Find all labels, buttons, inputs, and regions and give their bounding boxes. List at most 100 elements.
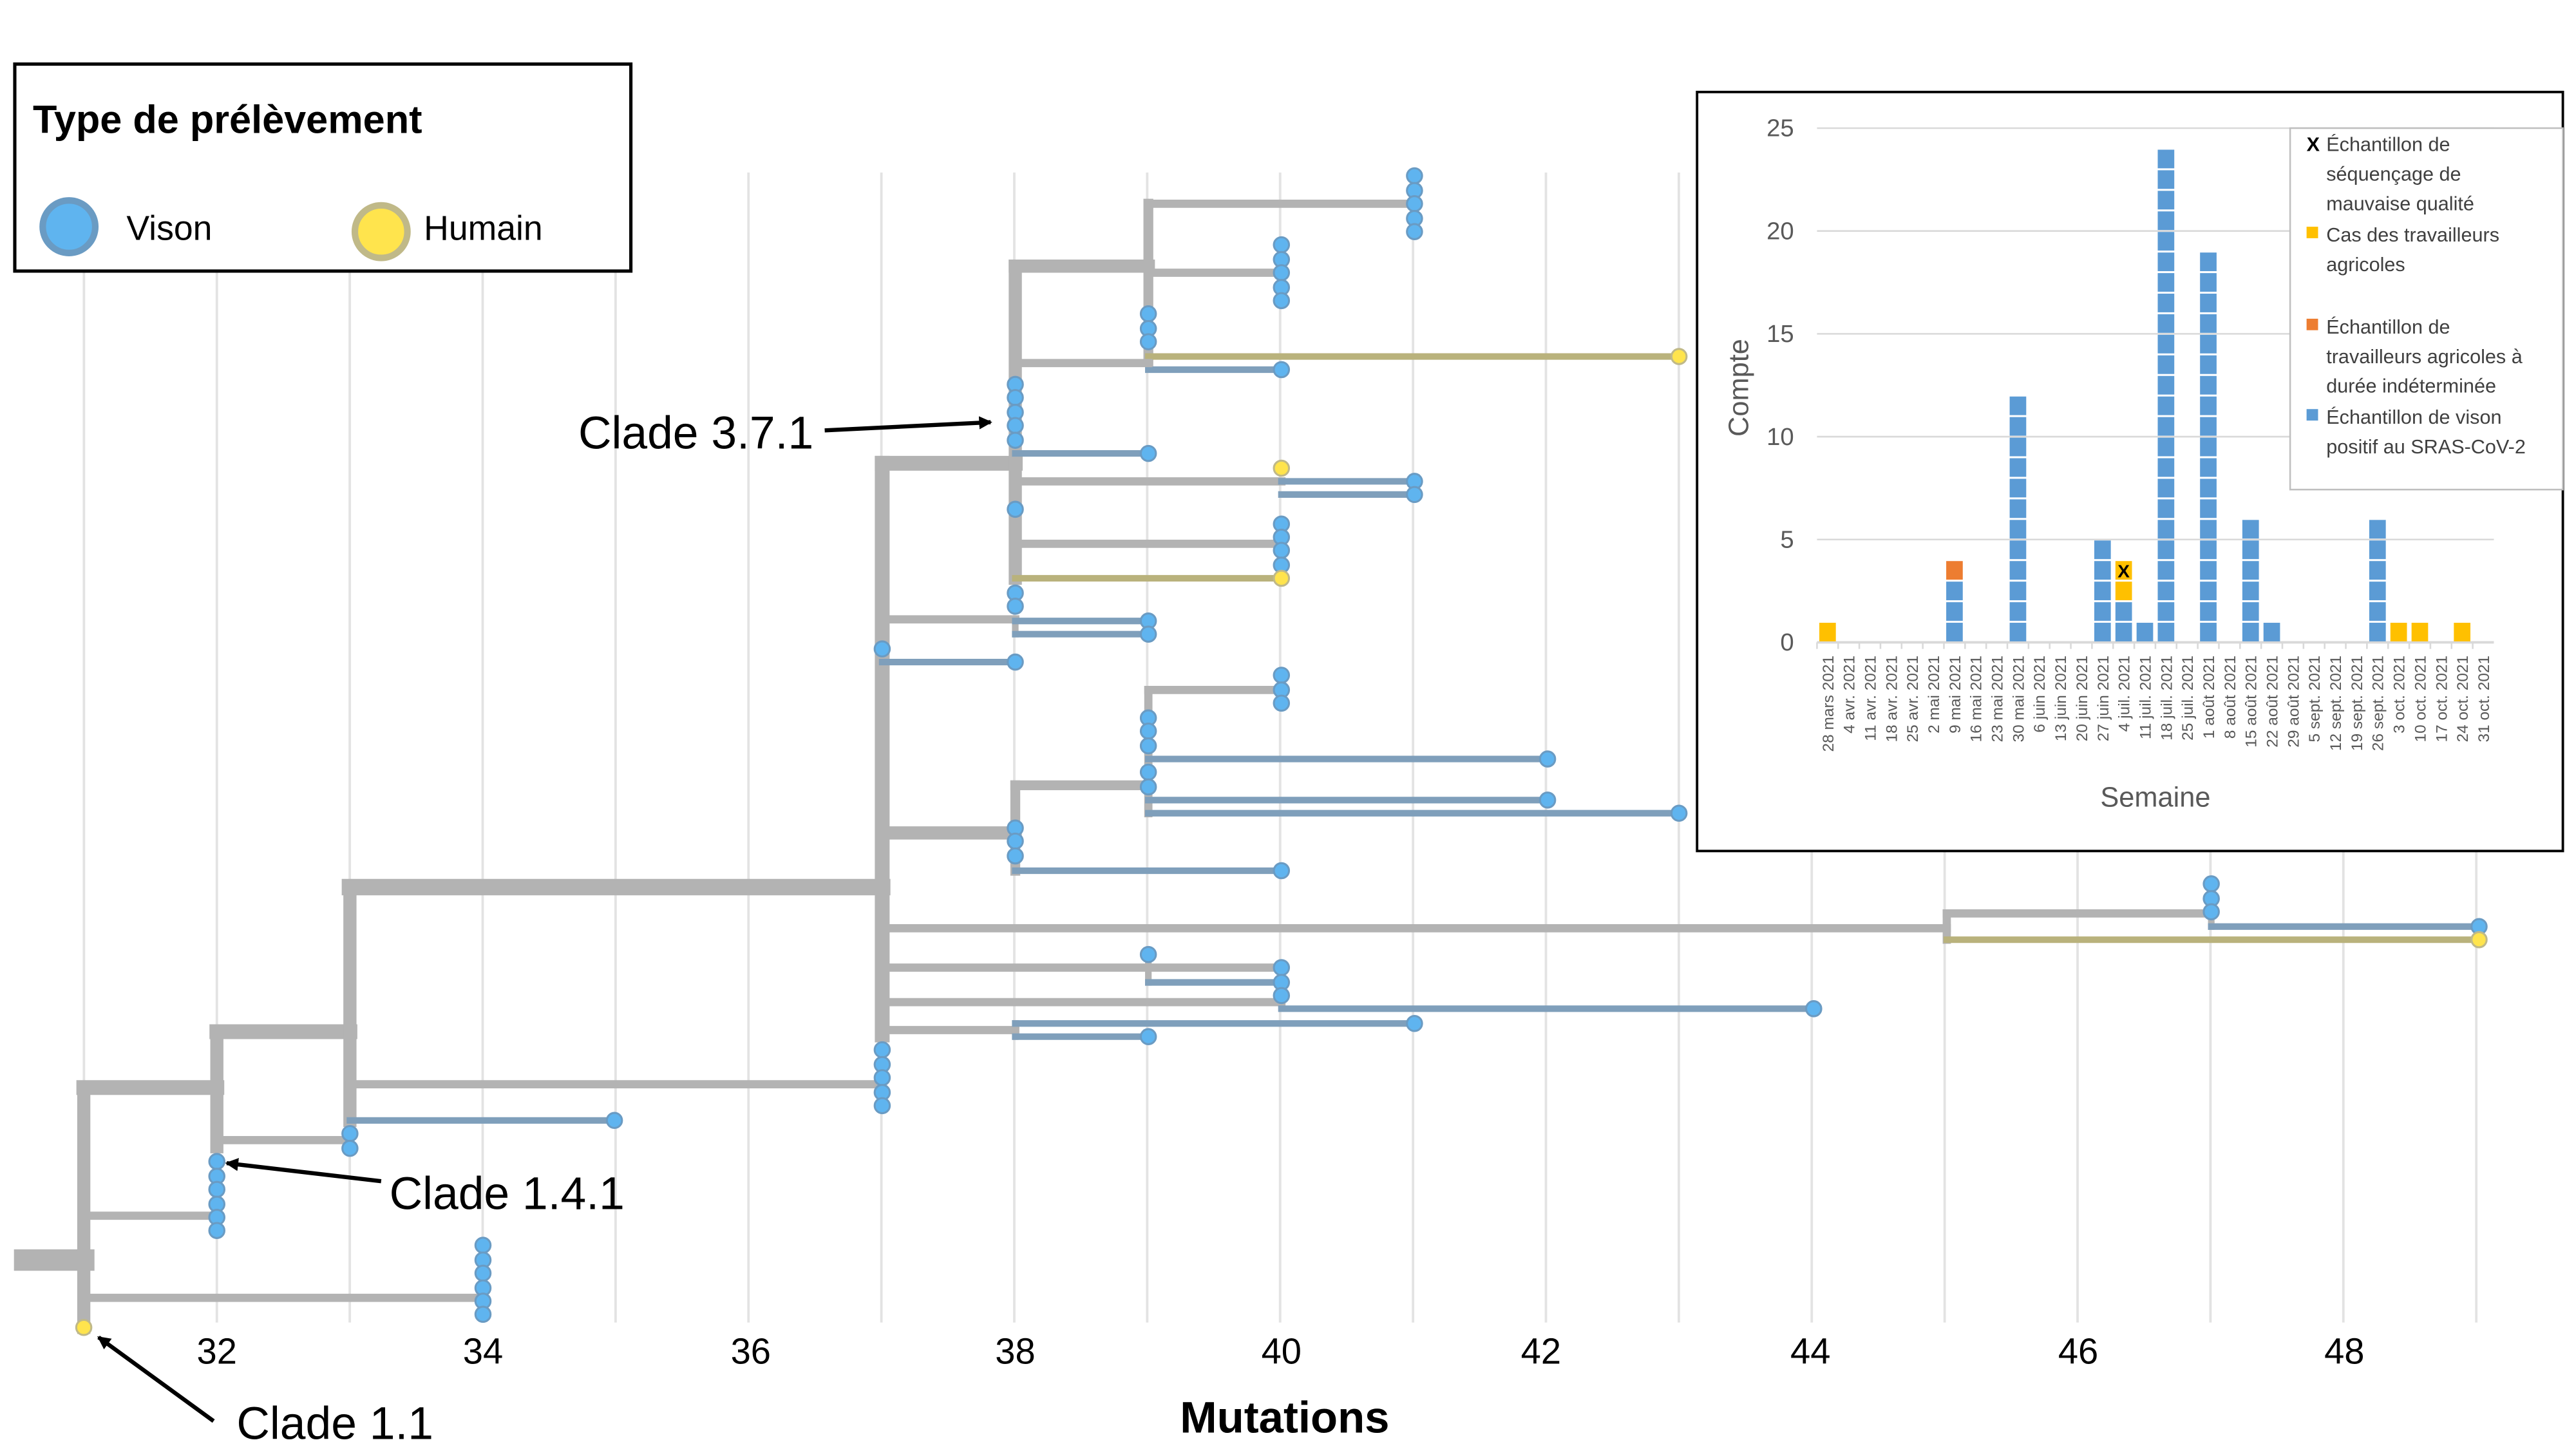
inset-bar-unit bbox=[2009, 623, 2027, 641]
annotation-clade-1-1: Clade 1.1 bbox=[97, 1335, 433, 1449]
mink-sample-tip bbox=[341, 1139, 359, 1157]
inset-bar-unit bbox=[2369, 623, 2386, 641]
tree-x-tick: 48 bbox=[2324, 1331, 2364, 1371]
mink-sample-tip bbox=[1273, 987, 1291, 1005]
inset-bar-unit bbox=[2009, 458, 2027, 477]
inset-bar-unit bbox=[2200, 478, 2217, 498]
mink-sample-tip bbox=[1539, 750, 1557, 768]
poor-quality-x-icon: X bbox=[2117, 562, 2130, 582]
inset-bar-unit bbox=[2009, 520, 2027, 539]
human-sample-tip bbox=[2470, 931, 2488, 949]
tree-x-tick: 44 bbox=[1790, 1331, 1830, 1371]
inset-bar-unit bbox=[2115, 582, 2132, 601]
inset-bar-unit bbox=[2009, 396, 2027, 415]
inset-bar-unit bbox=[2157, 561, 2175, 580]
mink-sample-tip bbox=[1273, 959, 1291, 976]
inset-x-tick: 3 oct. 2021 bbox=[2391, 656, 2409, 734]
inset-bar-unit bbox=[2157, 417, 2175, 436]
inset-x-tick: 25 avr. 2021 bbox=[1904, 656, 1922, 743]
inset-bar-unit bbox=[2157, 355, 2175, 374]
inset-bar-unit bbox=[2157, 499, 2175, 518]
mink-sample-tip bbox=[1273, 236, 1291, 254]
inset-x-tick: 5 sept. 2021 bbox=[2306, 656, 2324, 743]
inset-legend-label: travailleurs agricoles à bbox=[2326, 346, 2523, 368]
inset-bar-unit bbox=[2200, 334, 2217, 354]
inset-bar-unit bbox=[2200, 602, 2217, 621]
inset-y-tick: 0 bbox=[1780, 629, 1794, 656]
mink-sample-tip bbox=[1406, 167, 1423, 185]
mink-sample-tip bbox=[1406, 223, 1423, 240]
inset-x-tick: 11 avr. 2021 bbox=[1862, 656, 1879, 741]
inset-x-tick: 19 sept. 2021 bbox=[2349, 656, 2366, 751]
mink-sample-tip bbox=[1139, 778, 1157, 796]
inset-bar-unit bbox=[2009, 540, 2027, 560]
inset-bar-unit bbox=[2157, 520, 2175, 539]
inset-x-tick: 28 mars 2021 bbox=[1820, 656, 1837, 752]
inset-x-tick: 26 sept. 2021 bbox=[2370, 656, 2387, 751]
inset-x-tick: 8 août 2021 bbox=[2222, 656, 2239, 739]
inset-y-tick: 15 bbox=[1766, 320, 1794, 348]
mink-sample-tip bbox=[1139, 444, 1157, 462]
legend-label-mink: Vison bbox=[126, 209, 212, 247]
inset-bar-unit bbox=[2200, 294, 2217, 312]
mink-sample-tip bbox=[873, 1097, 891, 1115]
inset-y-tick: 5 bbox=[1780, 526, 1794, 554]
inset-bar-unit bbox=[2094, 602, 2111, 621]
inset-bar-unit bbox=[2200, 252, 2217, 272]
inset-legend-label: Échantillon de bbox=[2326, 316, 2450, 338]
inset-bar-unit bbox=[2094, 623, 2111, 641]
inset-bar-unit bbox=[2200, 375, 2217, 395]
inset-bar-unit bbox=[2157, 211, 2175, 231]
inset-x-tick: 15 août 2021 bbox=[2243, 656, 2260, 748]
inset-bar-unit bbox=[2157, 602, 2175, 621]
inset-bar-unit bbox=[1946, 582, 1963, 601]
inset-bar-unit bbox=[2390, 623, 2407, 641]
inset-x-tick: 24 oct. 2021 bbox=[2454, 656, 2472, 743]
inset-bar-unit bbox=[2157, 582, 2175, 601]
inset-x-tick: 18 juil. 2021 bbox=[2158, 656, 2175, 741]
inset-bar-unit bbox=[2200, 561, 2217, 580]
inset-x-tick: 9 mai 2021 bbox=[1947, 656, 1964, 734]
mink-sample-tip bbox=[1007, 847, 1024, 865]
inset-x-tick: 2 mai 2021 bbox=[1926, 656, 1943, 734]
human-sample-tip bbox=[75, 1318, 93, 1336]
mink-sample-tip bbox=[1007, 431, 1024, 449]
inset-x-tick: 16 mai 2021 bbox=[1968, 656, 1985, 743]
tree-x-tick: 32 bbox=[197, 1331, 237, 1371]
inset-x-tick: 17 oct. 2021 bbox=[2433, 656, 2450, 743]
inset-legend-label: mauvaise qualité bbox=[2326, 193, 2474, 215]
mink-sample-tip bbox=[1139, 945, 1157, 963]
arrow-icon bbox=[225, 1158, 382, 1184]
arrow-icon bbox=[97, 1335, 215, 1423]
inset-x-tick: 11 juil. 2021 bbox=[2137, 656, 2154, 739]
inset-bar-unit bbox=[2157, 314, 2175, 333]
inset-bar-unit bbox=[2157, 294, 2175, 312]
tree-x-ticks: 32 34 36 38 40 42 44 46 48 bbox=[197, 1331, 2365, 1371]
annotation-clade-1-4-1: Clade 1.4.1 bbox=[225, 1158, 625, 1220]
inset-legend-label: séquençage de bbox=[2326, 164, 2461, 185]
inset-bar-unit bbox=[2200, 314, 2217, 333]
mink-sample-tip bbox=[1007, 500, 1024, 518]
inset-bar-unit bbox=[2242, 582, 2259, 601]
inset-x-tick: 22 août 2021 bbox=[2264, 656, 2282, 748]
inset-bar-unit bbox=[2157, 540, 2175, 560]
mink-sample-tip bbox=[1273, 542, 1291, 559]
mink-sample-tip bbox=[1273, 667, 1291, 684]
mink-sample-tip bbox=[1273, 264, 1291, 281]
mink-sample-tip bbox=[873, 1041, 891, 1059]
inset-bar-chart: X 0 5 10 15 20 25 28 mars 2021 4 avr. 2021 11 a… bbox=[1696, 90, 2564, 853]
inset-bar-unit bbox=[2200, 520, 2217, 539]
mink-sample-tip bbox=[1007, 832, 1024, 850]
inset-bar-unit bbox=[2200, 623, 2217, 641]
inset-bar-unit bbox=[2242, 561, 2259, 580]
inset-y-tick: 25 bbox=[1766, 115, 1794, 142]
inset-bar-unit bbox=[2369, 561, 2386, 580]
mink-sample-tip bbox=[1273, 292, 1291, 310]
mink-sample-tip bbox=[208, 1222, 226, 1239]
inset-bar-unit bbox=[2094, 561, 2111, 580]
inset-bar-unit bbox=[2115, 602, 2132, 621]
mink-sample-tip bbox=[2202, 903, 2220, 921]
mink-sample-tip bbox=[1139, 737, 1157, 755]
inset-x-tick: 6 juin 2021 bbox=[2031, 656, 2049, 733]
